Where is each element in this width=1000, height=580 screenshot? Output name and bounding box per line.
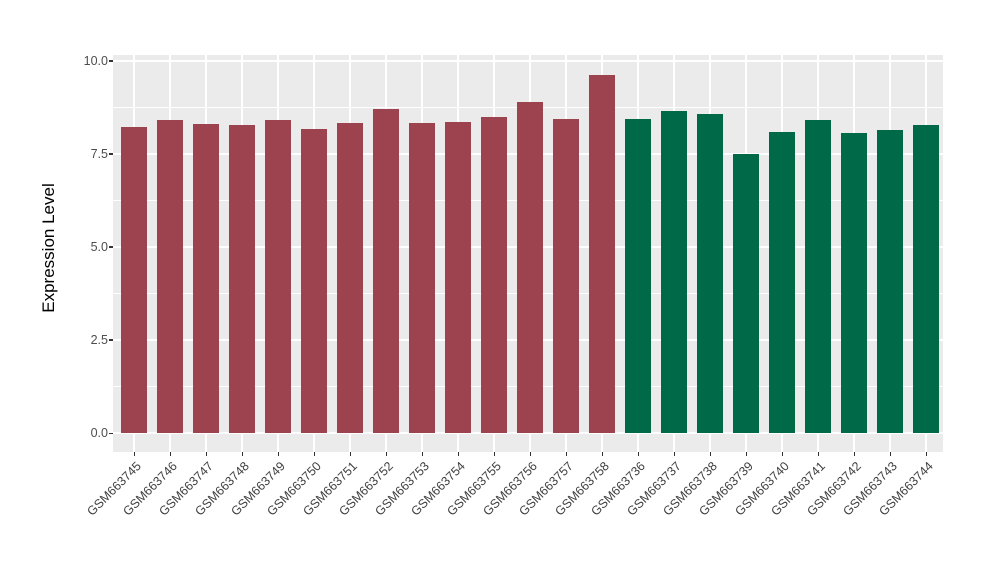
x-tick-mark <box>889 452 892 456</box>
y-tick-mark <box>109 339 113 341</box>
x-tick-mark <box>637 452 640 456</box>
bar <box>157 120 184 434</box>
y-tick-label: 0.0 <box>90 425 108 440</box>
bar <box>481 116 508 434</box>
bar <box>193 124 220 434</box>
x-tick-mark <box>565 452 568 456</box>
y-tick-mark <box>109 60 113 62</box>
y-tick-mark <box>109 246 113 248</box>
bar <box>265 119 292 434</box>
x-tick-mark <box>529 452 532 456</box>
bar <box>841 133 868 434</box>
bar <box>409 123 436 434</box>
bar <box>445 121 472 434</box>
x-tick-mark <box>133 452 136 456</box>
bar <box>121 126 148 434</box>
x-tick-mark <box>169 452 172 456</box>
x-tick-mark <box>817 452 820 456</box>
y-tick-label: 2.5 <box>90 332 108 347</box>
x-tick-mark <box>457 452 460 456</box>
bar <box>661 110 688 434</box>
bar <box>913 125 940 434</box>
bar <box>733 154 760 434</box>
x-tick-mark <box>601 452 604 456</box>
x-tick-mark <box>421 452 424 456</box>
bar <box>229 125 256 434</box>
plot-panel <box>113 55 943 452</box>
bar <box>337 123 364 434</box>
bar <box>877 129 904 434</box>
x-tick-mark <box>745 452 748 456</box>
gridline-major <box>113 432 943 435</box>
x-tick-mark <box>925 452 928 456</box>
x-tick-mark <box>277 452 280 456</box>
x-tick-mark <box>349 452 352 456</box>
x-tick-mark <box>709 452 712 456</box>
bar <box>373 108 400 434</box>
gridline-major <box>113 60 943 62</box>
bar <box>553 119 580 434</box>
x-tick-mark <box>205 452 208 456</box>
x-tick-mark <box>673 452 676 456</box>
y-axis-title: Expression Level <box>39 183 58 313</box>
y-tick-label: 10.0 <box>83 53 108 68</box>
bar <box>301 128 328 434</box>
bar <box>769 132 796 434</box>
y-tick-mark <box>109 153 113 155</box>
bar <box>805 119 832 434</box>
bar <box>697 114 724 434</box>
x-tick-mark <box>241 452 244 456</box>
y-tick-label: 7.5 <box>90 146 108 161</box>
x-tick-mark <box>853 452 856 456</box>
bar <box>589 74 616 434</box>
bar <box>517 101 544 434</box>
x-tick-mark <box>313 452 316 456</box>
bar <box>625 119 652 434</box>
y-tick-label: 5.0 <box>90 239 108 254</box>
x-tick-mark <box>493 452 496 456</box>
y-tick-mark <box>109 432 113 435</box>
x-tick-mark <box>385 452 388 456</box>
x-tick-mark <box>781 452 784 456</box>
